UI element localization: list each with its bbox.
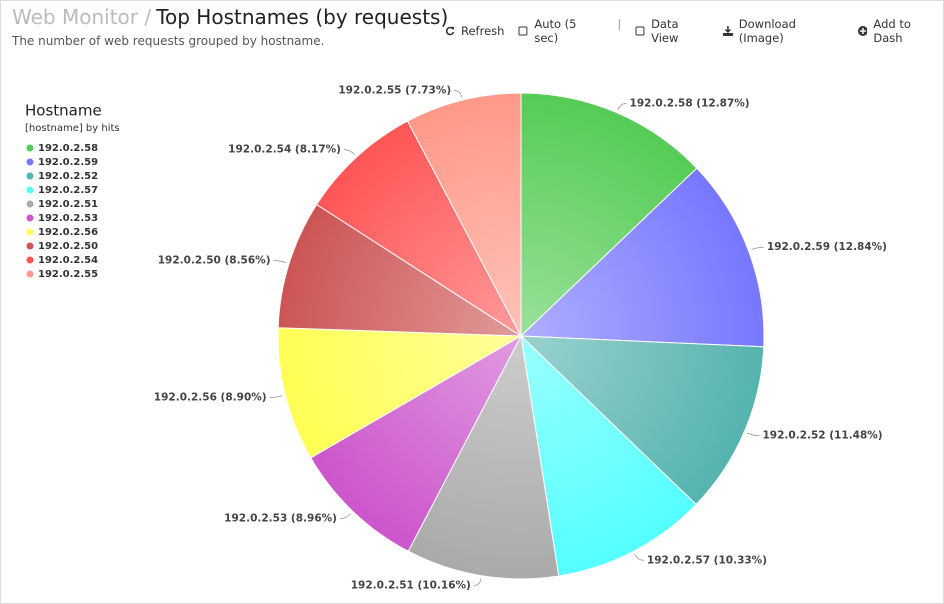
slice-label: 192.0.2.53 (8.96%): [224, 513, 337, 525]
legend-swatch: [26, 228, 34, 236]
pie-slice: [406, 92, 522, 337]
data-view-checkbox[interactable]: Data View: [635, 17, 709, 45]
legend-label: 192.0.2.59: [38, 157, 98, 168]
separator: |: [617, 17, 622, 31]
slice-label: 192.0.2.59 (12.84%): [767, 241, 887, 253]
download-label: Download (Image): [738, 17, 796, 45]
legend-label: 192.0.2.56: [38, 227, 98, 238]
legend-swatch: [26, 214, 34, 222]
legend-label: 192.0.2.53: [38, 213, 98, 224]
add-icon: [857, 26, 868, 36]
pie-slice: [277, 203, 523, 337]
legend-swatch: [26, 186, 34, 194]
label-leader: [473, 578, 482, 587]
refresh-label: Refresh: [461, 24, 505, 38]
legend-swatch: [26, 270, 34, 278]
checkbox-icon: [518, 26, 528, 36]
slice-label: 192.0.2.51 (10.16%): [351, 580, 471, 592]
pie-slice: [519, 167, 765, 348]
breadcrumb[interactable]: Web Monitor /: [12, 5, 152, 29]
refresh-icon: [445, 26, 455, 36]
page-title: Top Hostnames (by requests): [156, 5, 449, 29]
legend-swatch: [26, 200, 34, 208]
auto-label: Auto (5 sec): [534, 17, 577, 45]
add-to-dash-button[interactable]: Add to Dash: [857, 17, 943, 45]
label-leader: [343, 149, 355, 155]
slice-label: 192.0.2.52 (11.48%): [763, 430, 883, 442]
slice-label: 192.0.2.50 (8.56%): [158, 255, 271, 267]
slice-label: 192.0.2.57 (10.33%): [647, 554, 767, 566]
label-leader: [273, 260, 287, 264]
label-leader: [339, 513, 352, 520]
legend-swatch: [26, 144, 34, 152]
slice-label: 192.0.2.58 (12.87%): [630, 97, 750, 109]
legend-label: 192.0.2.57: [38, 185, 98, 196]
legend-label: 192.0.2.50: [38, 241, 98, 252]
refresh-button[interactable]: Refresh: [445, 17, 504, 45]
label-leader: [617, 103, 627, 110]
header: Web Monitor / Top Hostnames (by requests…: [12, 5, 448, 29]
legend-swatch: [26, 158, 34, 166]
legend-label: 192.0.2.55: [38, 269, 98, 280]
pie-slice: [519, 335, 765, 506]
pie-slice: [277, 327, 523, 459]
pie-slice: [407, 334, 560, 580]
pie-slice: [315, 120, 523, 338]
label-leader: [751, 246, 764, 250]
slice-label: 192.0.2.55 (7.73%): [338, 84, 451, 96]
legend-swatch: [26, 242, 34, 250]
legend-subtitle: [hostname] by hits: [25, 123, 120, 134]
legend-swatch: [26, 256, 34, 264]
auto-checkbox[interactable]: Auto (5 sec): [518, 17, 603, 45]
slice-label: 192.0.2.56 (8.90%): [154, 392, 267, 404]
slice-label: 192.0.2.54 (8.17%): [228, 144, 341, 156]
label-leader: [746, 432, 760, 437]
checkbox-icon: [635, 26, 645, 36]
add-to-dash-label: Add to Dash: [873, 17, 911, 45]
download-icon: [722, 26, 733, 36]
pie-slice: [520, 334, 697, 577]
legend-label: 192.0.2.52: [38, 171, 98, 182]
label-leader: [634, 553, 644, 561]
download-button[interactable]: Download (Image): [722, 17, 844, 45]
toolbar: Refresh Auto (5 sec) | Data View Downloa…: [445, 17, 943, 45]
legend-label: 192.0.2.58: [38, 143, 98, 154]
pie-slice: [310, 334, 523, 552]
subtitle: The number of web requests grouped by ho…: [12, 34, 325, 48]
data-view-label: Data View: [651, 17, 679, 45]
legend-label: 192.0.2.51: [38, 199, 98, 210]
legend-label: 192.0.2.54: [38, 255, 98, 266]
label-leader: [454, 90, 463, 98]
legend-title: Hostname: [25, 102, 102, 120]
legend-swatch: [26, 172, 34, 180]
pie-slice: [520, 92, 698, 338]
label-leader: [269, 395, 283, 398]
